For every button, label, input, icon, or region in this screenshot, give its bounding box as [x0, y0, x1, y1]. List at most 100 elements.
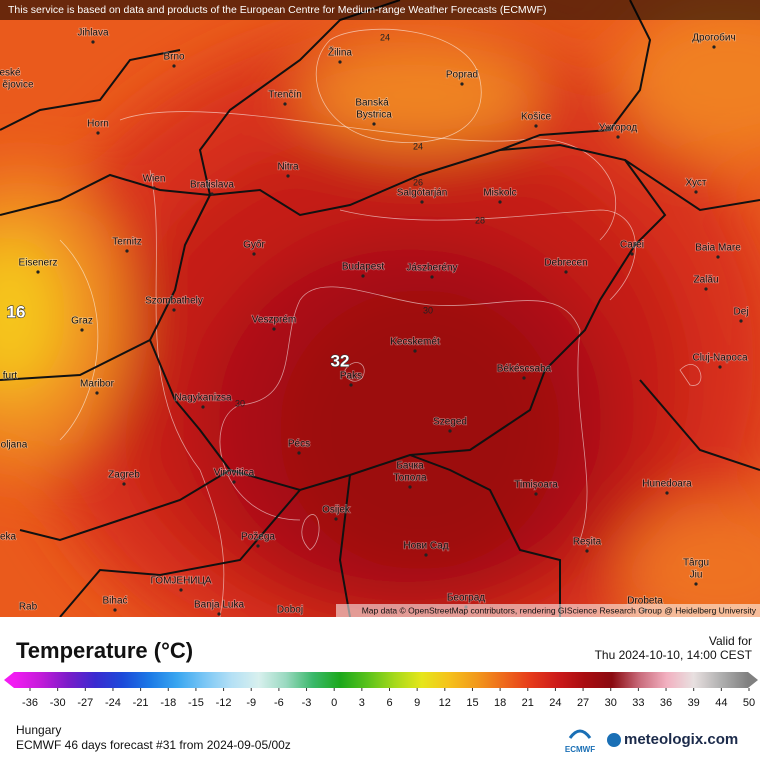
city-label: Banská	[355, 98, 389, 109]
city-dot	[179, 588, 183, 592]
city-label: Osijek	[322, 505, 351, 516]
city-dot	[420, 200, 424, 204]
city-labels: Jihlava Brno Žilina Poprad Trenčín BanskáByst…	[0, 27, 749, 617]
city-label: Budapest	[342, 262, 384, 273]
colorbar-tick-label: 39	[688, 697, 700, 709]
contour-label: 26	[413, 177, 423, 187]
city-dot	[272, 327, 276, 331]
city-dot	[297, 451, 301, 455]
city-dot	[96, 131, 100, 135]
city-dot	[172, 64, 176, 68]
contour-label: 30	[423, 305, 433, 315]
colorbar-tick-label: 18	[494, 697, 506, 709]
attribution-bar	[0, 0, 760, 20]
city-label: Horn	[87, 119, 109, 130]
city-label: Graz	[71, 316, 93, 327]
colorbar-gradient	[14, 672, 748, 688]
city-dot	[286, 174, 290, 178]
valid-time: Thu 2024-10-10, 14:00 CEST	[595, 648, 753, 662]
city-label: Zalău	[693, 275, 718, 286]
city-label: Cluj-Napoca	[692, 353, 747, 364]
city-dot	[585, 549, 589, 553]
city-label: Veszprém	[252, 315, 296, 326]
legend-title: Temperature (°C)	[16, 638, 193, 663]
city-dot	[349, 383, 353, 387]
colorbar-tick-label: -9	[246, 697, 256, 709]
map-credit: Map data © OpenStreetMap contributors, r…	[362, 605, 757, 615]
city-dot	[665, 491, 669, 495]
city-dot	[172, 308, 176, 312]
city-label: Žilina	[328, 46, 352, 59]
city-dot	[424, 553, 428, 557]
city-dot	[361, 274, 365, 278]
city-label: Nitra	[277, 162, 299, 173]
colorbar-tick-label: -30	[50, 697, 66, 709]
city-label: Baia Mare	[695, 243, 741, 254]
colorbar-left-arrow	[4, 672, 14, 688]
city-label: Jászberény	[406, 263, 457, 274]
city-dot	[91, 40, 95, 44]
city-dot	[694, 190, 698, 194]
city-label: Bystrica	[356, 110, 392, 121]
city-label: Eisenerz	[19, 258, 58, 269]
contour-label: 24	[380, 32, 390, 42]
map-field: Jihlava Brno Žilina Poprad Trenčín BanskáByst…	[0, 0, 760, 617]
city-label: Dej	[733, 307, 748, 318]
city-dot	[408, 485, 412, 489]
colorbar-tick-label: -3	[302, 697, 312, 709]
colorbar-tick-label: 0	[331, 697, 337, 709]
colorbar-tick-label: -6	[274, 697, 284, 709]
city-dot	[217, 612, 221, 616]
city-label: ějovice	[2, 80, 34, 91]
city-label: Wien	[143, 174, 166, 185]
region: Hungary	[16, 723, 61, 737]
valid-label: Valid for	[709, 634, 752, 648]
city-dot	[718, 365, 722, 369]
city-label: Bihać	[102, 596, 127, 607]
brand-logo: meteologix.com	[607, 731, 738, 748]
city-label: oljana	[1, 440, 28, 451]
city-dot	[210, 192, 214, 196]
colorbar-tick-label: -36	[22, 697, 38, 709]
contour-label: 28	[475, 215, 485, 225]
colorbar-tick-label: 44	[715, 697, 727, 709]
city-dot	[334, 517, 338, 521]
city-label: Győr	[243, 240, 265, 251]
city-label: Нови Сад	[403, 541, 448, 552]
colorbar: -36 -30 -27 -24 -21 -18 -15 -12 -9 -6 -3 0 3 6 9 12 15 18…	[4, 672, 758, 709]
colorbar-tick-label: -12	[216, 697, 232, 709]
city-dot	[712, 45, 716, 49]
city-label: Београд	[447, 593, 485, 604]
city-label: Miskolc	[483, 188, 516, 199]
colorbar-tick-label: 9	[414, 697, 420, 709]
city-label: Топола	[393, 473, 426, 484]
city-dot	[522, 376, 526, 380]
city-dot	[534, 492, 538, 496]
city-dot	[232, 480, 236, 484]
colorbar-tick-label: 12	[439, 697, 451, 709]
city-label: Jihlava	[77, 28, 109, 39]
city-label: Reșita	[573, 537, 602, 548]
value-label: 16	[7, 302, 26, 321]
city-dot	[80, 328, 84, 332]
colorbar-tick-label: 27	[577, 697, 589, 709]
city-dot	[460, 82, 464, 86]
colorbar-tick-label: 21	[522, 697, 534, 709]
city-label: Бачка	[396, 461, 424, 472]
city-dot	[616, 135, 620, 139]
city-label: Jiu	[690, 570, 703, 581]
city-label: eka	[0, 532, 16, 543]
city-dot	[694, 582, 698, 586]
city-label: Pécs	[288, 439, 310, 450]
city-label: Târgu	[683, 558, 709, 569]
city-label: Salgótarján	[397, 188, 448, 199]
city-label: Virovitica	[214, 468, 255, 479]
city-dot	[716, 255, 720, 259]
city-label: Poprad	[446, 70, 478, 81]
city-label: Zagreb	[108, 470, 140, 481]
city-dot	[152, 186, 156, 190]
colorbar-tick-label: 15	[466, 697, 478, 709]
city-dot	[283, 102, 287, 106]
city-label: Дрогобич	[692, 32, 735, 44]
